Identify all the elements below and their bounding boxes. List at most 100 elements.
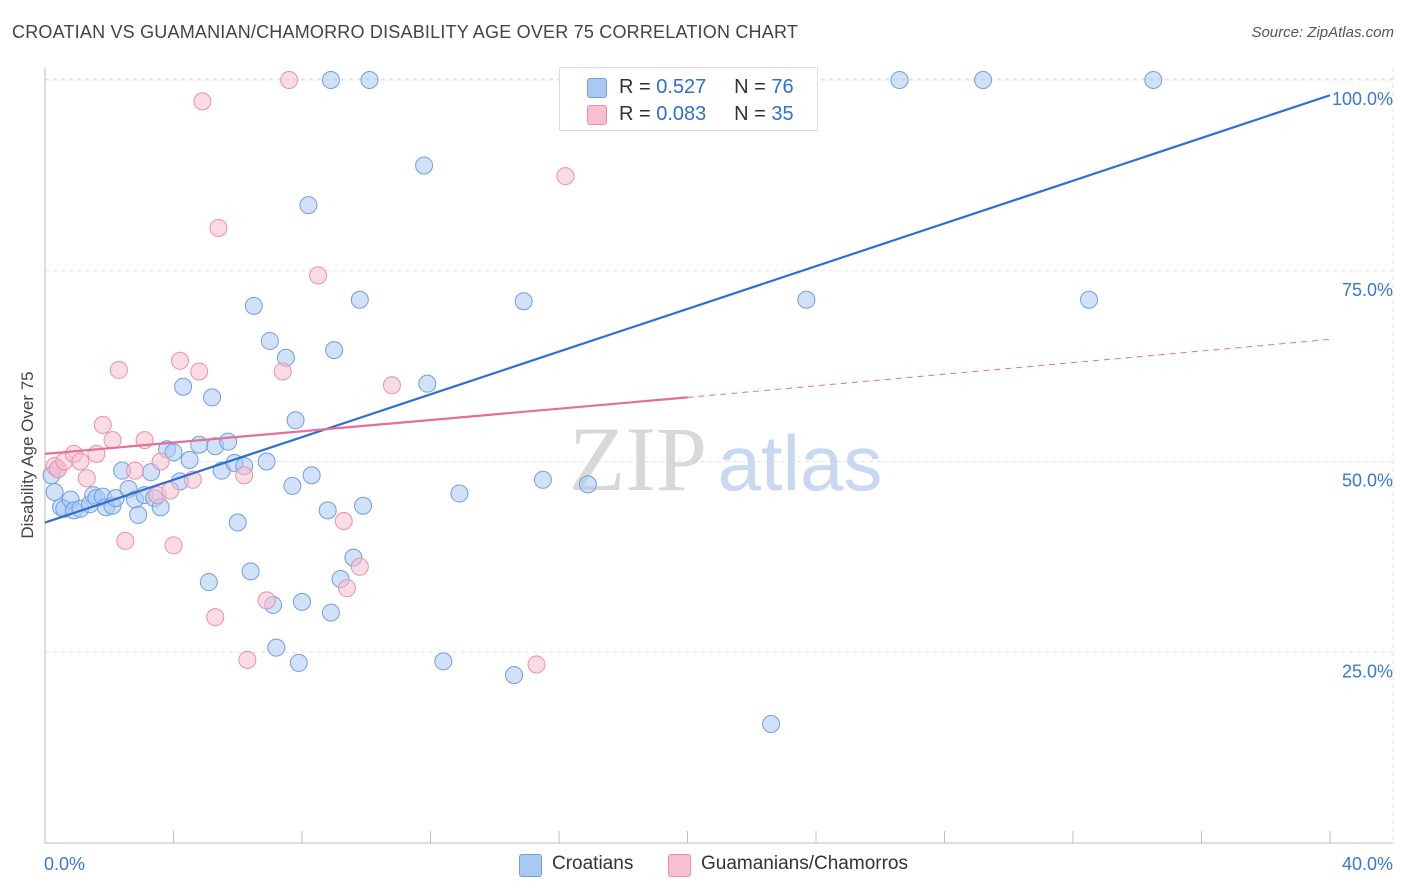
croatian-point [260, 331, 279, 350]
croatian-point [450, 484, 469, 503]
croatian-point [180, 450, 199, 469]
axes [44, 68, 1393, 844]
croatian-point [533, 470, 552, 489]
guamanian-point [190, 362, 209, 381]
guamanian-point [164, 536, 183, 555]
bottom-legend-label: Croatians [552, 853, 634, 874]
correlation-legend: R = 0.527 N = 76 R = 0.083 N = 35 [559, 67, 818, 131]
guamanian-point [116, 531, 135, 550]
croatian-point [129, 505, 148, 524]
croatian-point [45, 483, 64, 502]
croatian-point [360, 71, 379, 89]
chart-title: CROATIAN VS GUAMANIAN/CHAMORRO DISABILIT… [12, 22, 799, 42]
croatian-point [415, 156, 434, 175]
tick-labels: 25.0% 50.0% 75.0% 100.0% 0.0% 40.0% [44, 89, 1393, 874]
guamanian-point [209, 219, 228, 238]
croatian-point [164, 443, 183, 462]
guamanian-point [170, 351, 189, 370]
source-label: Source: ZipAtlas.com [1251, 24, 1394, 41]
y-tick-label: 25.0% [1342, 661, 1393, 681]
y-axis-label: Disability Age Over 75 [18, 371, 37, 539]
bottom-legend-label: Guamanians/Chamorros [701, 853, 908, 874]
croatian-point [418, 374, 437, 393]
croatian-point [219, 432, 238, 451]
croatian-point [244, 296, 263, 315]
croatian-point [289, 653, 308, 672]
watermark-zip: ZIP [569, 408, 707, 510]
croatian-point [267, 638, 286, 657]
bottom-legend-swatch-blue [519, 854, 542, 877]
legend-n-value: 76 [771, 76, 794, 98]
croatian-trend-line [44, 94, 1331, 524]
guamanian-point [350, 557, 369, 576]
croatian-point [434, 652, 453, 671]
guamanian-point [161, 481, 180, 500]
croatian-point [514, 292, 533, 311]
croatian-point [578, 475, 597, 494]
guamanian-point [109, 360, 128, 379]
croatian-point [299, 196, 318, 215]
guamanian-point [273, 362, 292, 381]
guamanian-trend-extension [687, 338, 1331, 398]
legend-swatch-pink [587, 105, 607, 125]
y-tick-label: 100.0% [1332, 89, 1393, 109]
guamanian-point [77, 469, 96, 488]
croatian-point [505, 666, 524, 685]
croatian-point [203, 388, 222, 407]
legend-r-value: 0.527 [656, 76, 707, 98]
guamanian-point [382, 376, 401, 395]
legend-r-value: 0.083 [656, 103, 707, 125]
croatian-point [321, 71, 340, 89]
guamanian-point [71, 452, 90, 471]
watermark-atlas: atlas [718, 419, 883, 507]
x-tick-label-max: 40.0% [1342, 854, 1393, 874]
legend-n-value: 35 [771, 103, 794, 125]
x-tick-label-min: 0.0% [44, 854, 85, 874]
guamanian-point [125, 461, 144, 480]
croatian-point [350, 290, 369, 309]
croatian-point [293, 592, 311, 611]
guamanian-point [151, 452, 170, 471]
guamanian-point [527, 655, 546, 674]
croatian-point [974, 71, 993, 89]
legend-r-label: R = [619, 103, 651, 125]
guamanian-point [206, 608, 225, 627]
croatian-point [890, 71, 909, 89]
y-tick-label: 50.0% [1342, 471, 1393, 491]
croatian-point [325, 341, 344, 360]
watermark: ZIP atlas [569, 408, 882, 510]
guamanian-point [103, 431, 122, 450]
guamanian-point [556, 167, 575, 186]
legend-n-label: N = [734, 76, 766, 98]
croatian-points [42, 71, 1163, 733]
croatian-point [228, 513, 247, 532]
guamanian-point [337, 579, 356, 598]
bottom-legend-swatch-pink [668, 854, 691, 877]
croatian-point [199, 573, 218, 592]
croatian-point [1080, 290, 1099, 309]
croatian-point [762, 714, 781, 733]
guamanian-point [235, 466, 254, 485]
croatian-point [321, 603, 340, 622]
croatian-point [241, 562, 260, 581]
guamanian-point [334, 512, 353, 531]
croatian-point [1144, 71, 1163, 89]
y-tick-label: 75.0% [1342, 280, 1393, 300]
legend-n-label: N = [734, 103, 766, 125]
croatian-point [283, 476, 302, 495]
legend-r-label: R = [619, 76, 651, 98]
guamanian-trend-line [44, 396, 688, 455]
trend-lines [44, 94, 1331, 524]
guamanian-point [93, 415, 112, 434]
guamanian-point [309, 266, 328, 285]
croatian-point [302, 466, 321, 485]
croatian-point [174, 377, 193, 396]
croatian-point [257, 452, 276, 471]
guamanian-point [257, 591, 276, 610]
guamanian-points [45, 71, 575, 674]
croatian-point [354, 496, 373, 515]
croatian-point [318, 501, 337, 520]
guamanian-point [193, 92, 212, 111]
legend-swatch-blue [587, 78, 607, 98]
